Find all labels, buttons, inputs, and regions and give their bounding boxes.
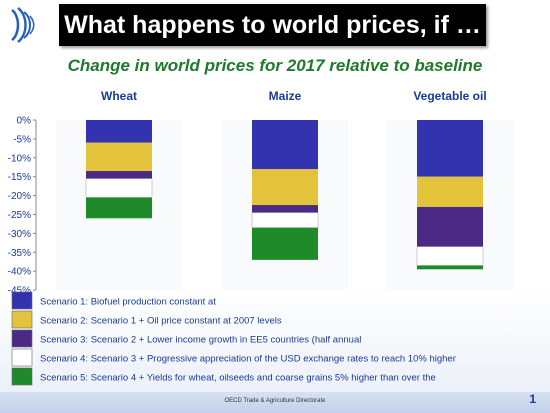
legend-label: Scenario 5: Scenario 4 + Yields for whea…	[40, 373, 436, 384]
bar-segment	[252, 120, 318, 170]
bar-segment	[86, 197, 152, 219]
bar-segment	[85, 178, 153, 198]
y-tick-label: -45%	[8, 286, 31, 297]
bar-segment	[86, 120, 152, 143]
bar-segment	[417, 120, 483, 177]
y-tick-label: 0%	[17, 116, 32, 127]
chart-subtitle: Change in world prices for 2017 relative…	[67, 56, 483, 75]
y-tick-label: -5%	[13, 134, 31, 145]
bar-segment	[416, 246, 484, 266]
legend-swatch	[11, 291, 33, 310]
legend-swatch	[11, 329, 33, 348]
footer-text: OECD Trade & Agriculture Directorate	[224, 398, 326, 404]
legend-label: Scenario 1: Biofuel production constant …	[40, 297, 216, 308]
footer-bar	[0, 392, 550, 413]
legend-label: Scenario 4: Scenario 3 + Progressive app…	[40, 354, 456, 365]
bar-segment	[86, 142, 152, 172]
bar-segment	[86, 171, 152, 179]
oecd-logo	[11, 7, 35, 43]
y-tick-label: -30%	[8, 229, 31, 240]
y-tick-label: -25%	[8, 210, 31, 221]
legend-label: Scenario 3: Scenario 2 + Lower income gr…	[40, 335, 361, 346]
bar-segment	[417, 176, 483, 207]
slide-title: What happens to world prices, if …	[59, 4, 486, 46]
legend-swatch	[11, 367, 33, 386]
y-tick-label: -10%	[8, 153, 31, 164]
bar-segment	[252, 205, 318, 213]
category-label: Maize	[269, 89, 302, 103]
category-label: Wheat	[101, 89, 137, 103]
bar-segment	[417, 265, 483, 270]
legend-swatch	[11, 310, 33, 329]
y-tick-label: -15%	[8, 172, 31, 183]
bar-segment	[252, 227, 318, 260]
bar-segment	[417, 206, 483, 247]
y-tick-label: -35%	[8, 248, 31, 259]
bar-segment	[252, 169, 318, 206]
legend-swatch	[11, 348, 33, 367]
legend-label: Scenario 2: Scenario 1 + Oil price const…	[40, 316, 282, 327]
category-label: Vegetable oil	[413, 89, 486, 103]
page-number: 1	[529, 392, 536, 406]
stacked-bar-chart: 0% -5% -10% -15% -20% -25% -30% -35% -40% -45% Whe…	[8, 89, 513, 386]
bar-segment	[251, 212, 319, 228]
y-tick-label: -20%	[8, 191, 31, 202]
y-tick-label: -40%	[8, 267, 31, 278]
